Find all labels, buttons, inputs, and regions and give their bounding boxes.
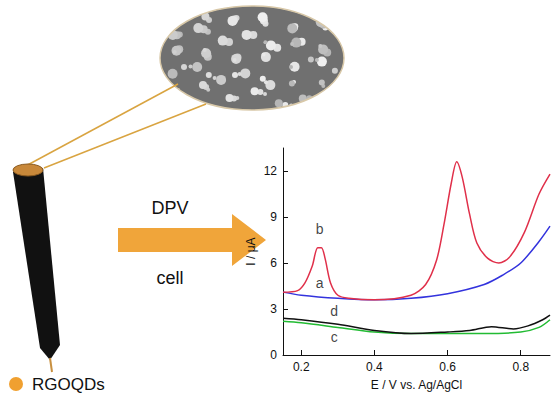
svg-text:b: b (316, 221, 324, 237)
svg-text:RGOQDs: RGOQDs (32, 375, 105, 394)
svg-text:E / V vs. Ag/AgCl: E / V vs. Ag/AgCl (371, 378, 462, 392)
svg-text:0.2: 0.2 (293, 360, 310, 374)
svg-text:9: 9 (270, 210, 277, 224)
svg-text:12: 12 (264, 164, 278, 178)
svg-text:0.4: 0.4 (366, 360, 383, 374)
svg-text:0.8: 0.8 (512, 360, 529, 374)
svg-text:6: 6 (270, 256, 277, 270)
svg-text:I / μA: I / μA (244, 237, 258, 265)
svg-text:d: d (330, 303, 338, 319)
svg-text:3: 3 (270, 302, 277, 316)
svg-text:c: c (331, 329, 338, 345)
svg-text:DPV: DPV (151, 198, 188, 218)
svg-text:a: a (316, 275, 324, 291)
svg-text:cell: cell (156, 268, 183, 288)
svg-text:0: 0 (270, 348, 277, 362)
svg-text:0.6: 0.6 (439, 360, 456, 374)
